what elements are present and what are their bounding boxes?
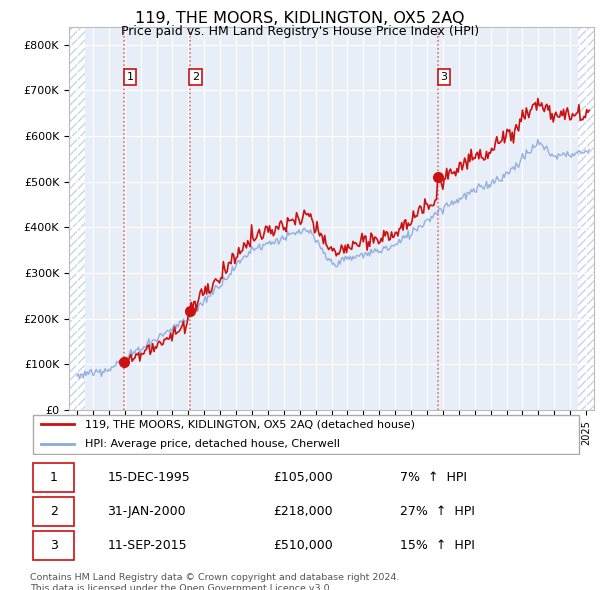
Text: 119, THE MOORS, KIDLINGTON, OX5 2AQ (detached house): 119, THE MOORS, KIDLINGTON, OX5 2AQ (det… [85,419,415,430]
Text: 2: 2 [192,72,199,82]
Text: Contains HM Land Registry data © Crown copyright and database right 2024.
This d: Contains HM Land Registry data © Crown c… [30,573,400,590]
Text: 31-JAN-2000: 31-JAN-2000 [107,505,186,518]
Bar [578,27,594,410]
FancyBboxPatch shape [33,497,74,526]
Bar [69,27,85,410]
FancyBboxPatch shape [33,532,74,560]
Text: 15-DEC-1995: 15-DEC-1995 [107,471,190,484]
Text: £218,000: £218,000 [273,505,332,518]
Text: 7%  ↑  HPI: 7% ↑ HPI [400,471,467,484]
Text: £105,000: £105,000 [273,471,332,484]
Text: 3: 3 [440,72,448,82]
Text: Price paid vs. HM Land Registry's House Price Index (HPI): Price paid vs. HM Land Registry's House … [121,25,479,38]
Text: 2: 2 [50,505,58,518]
Text: 27%  ↑  HPI: 27% ↑ HPI [400,505,475,518]
Text: 119, THE MOORS, KIDLINGTON, OX5 2AQ: 119, THE MOORS, KIDLINGTON, OX5 2AQ [135,11,465,25]
Text: 11-SEP-2015: 11-SEP-2015 [107,539,187,552]
FancyBboxPatch shape [33,415,579,454]
Text: £510,000: £510,000 [273,539,332,552]
FancyBboxPatch shape [33,463,74,491]
Text: 1: 1 [127,72,133,82]
Text: HPI: Average price, detached house, Cherwell: HPI: Average price, detached house, Cher… [85,439,340,449]
Text: 1: 1 [50,471,58,484]
Text: 15%  ↑  HPI: 15% ↑ HPI [400,539,475,552]
Text: 3: 3 [50,539,58,552]
